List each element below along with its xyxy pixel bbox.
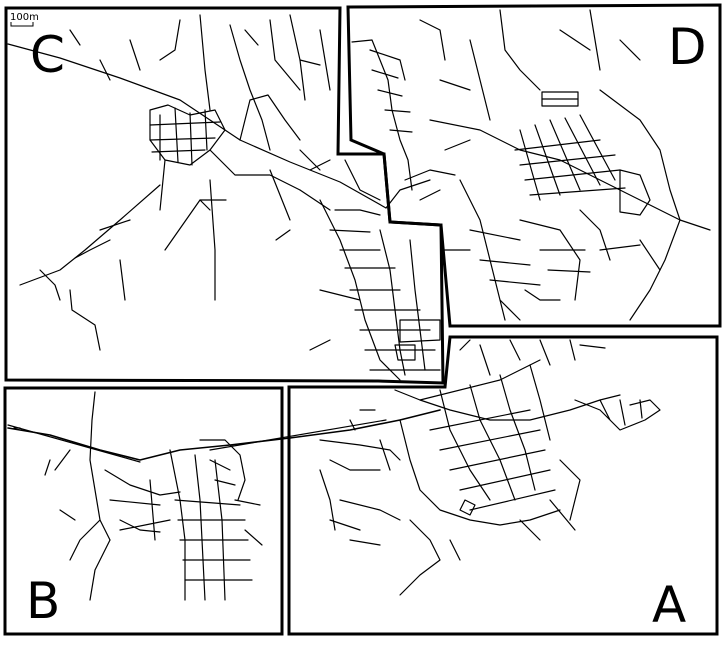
- scale-bar-label: 100m: [10, 12, 39, 23]
- region-b-area: [3, 386, 284, 636]
- region-label-a: A: [652, 576, 686, 634]
- roads-region-c: [7, 14, 441, 381]
- region-label-d: D: [668, 18, 707, 76]
- region-label-c: C: [30, 26, 65, 84]
- roads-region-b: [7, 391, 291, 601]
- roads-region-d: [351, 9, 711, 321]
- region-a-area: [287, 335, 719, 636]
- scale-bar: 100m: [10, 12, 39, 27]
- region-label-b: B: [26, 572, 60, 630]
- connector-road: [7, 419, 387, 463]
- region-c-area: [4, 6, 445, 385]
- roads-region-a: [289, 339, 661, 596]
